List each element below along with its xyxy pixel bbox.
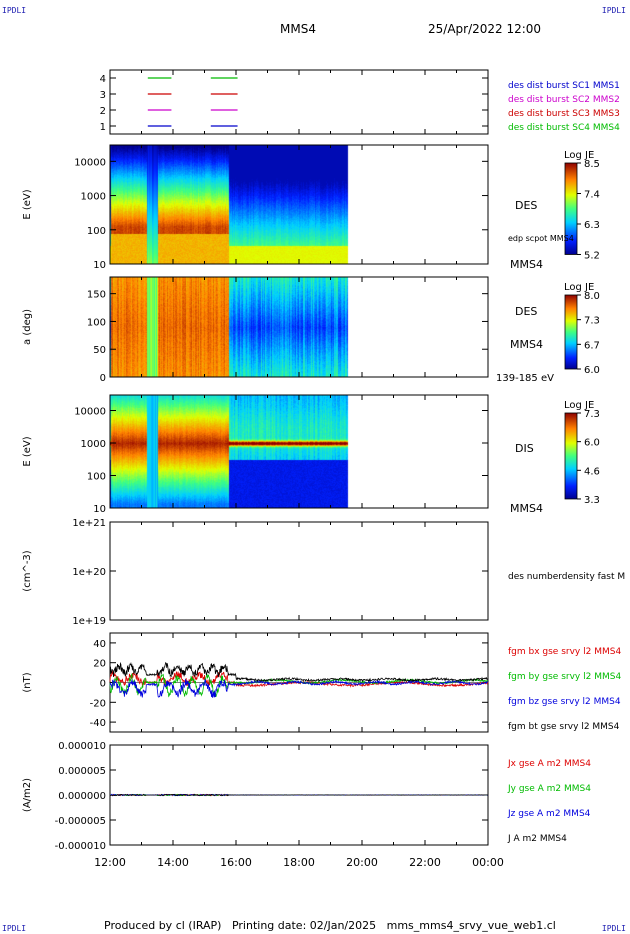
des-pitch-colorbar-title: Log JE bbox=[564, 282, 594, 293]
density-y-axis-label: (cm^-3) bbox=[22, 550, 33, 591]
burst-panel-y-tick-label: 1 bbox=[100, 122, 106, 133]
dis-energy-colorbar bbox=[564, 412, 578, 500]
current-panel-y-tick-label: -0.000005 bbox=[55, 816, 106, 827]
density-panel-frame bbox=[109, 521, 489, 621]
spacecraft-title: MMS4 bbox=[280, 22, 316, 36]
fgm-bx-series bbox=[109, 670, 489, 688]
des-energy-spectrogram bbox=[110, 145, 488, 264]
x-tick-label: 14:00 bbox=[157, 856, 189, 869]
x-tick-label: 22:00 bbox=[409, 856, 441, 869]
des-energy-y-axis-label: E (eV) bbox=[22, 189, 33, 219]
burst-panel-y-tick-label: 4 bbox=[100, 74, 106, 85]
dis-energy-panel-y-tick-label: 10000 bbox=[74, 407, 106, 418]
des-pitch-energy-range: 139-185 eV bbox=[496, 373, 554, 384]
des-pitch-panel-y-tick-label: 50 bbox=[93, 345, 106, 356]
density-legend-entry: des numberdensity fast M bbox=[508, 572, 625, 582]
dis-energy-panel-y-tick-label: 1000 bbox=[81, 439, 106, 450]
fgm-legend-entry: fgm bx gse srvy l2 MMS4 bbox=[508, 647, 621, 657]
des-pitch-colorbar-tick-label: 8.0 bbox=[584, 291, 600, 302]
des-pitch-colorbar-tick-label: 6.0 bbox=[584, 365, 600, 376]
burst-legend-entry: des dist burst SC2 MMS2 bbox=[508, 95, 620, 105]
current-panel-y-tick-label: -0.000010 bbox=[55, 841, 106, 852]
dis-energy-sc-label: MMS4 bbox=[510, 502, 543, 515]
dis-energy-colorbar-tick-label: 6.0 bbox=[584, 438, 600, 449]
des-energy-sc-label: MMS4 bbox=[510, 258, 543, 271]
density-panel-y-tick-label: 1e+20 bbox=[72, 567, 106, 578]
des-energy-sublabel: edp scpot MMS4 bbox=[508, 234, 574, 243]
x-tick-label: 12:00 bbox=[94, 856, 126, 869]
current-j-series bbox=[109, 793, 489, 797]
x-tick-label: 20:00 bbox=[346, 856, 378, 869]
current-panel-y-tick-label: 0.000010 bbox=[58, 741, 106, 752]
des-energy-colorbar bbox=[564, 162, 578, 255]
dis-energy-panel-y-tick-label: 100 bbox=[87, 472, 106, 483]
des-pitch-y-axis-label: a (deg) bbox=[22, 309, 33, 345]
current-panel-y-tick-label: 0.000005 bbox=[58, 766, 106, 777]
dis-energy-colorbar-title: Log JE bbox=[564, 400, 594, 411]
fgm-panel-y-tick-label: 0 bbox=[100, 679, 106, 690]
fgm-bz-series bbox=[109, 679, 489, 698]
des-energy-colorbar-tick-label: 7.4 bbox=[584, 189, 600, 200]
fgm-legend-entry: fgm bz gse srvy l2 MMS4 bbox=[508, 697, 621, 707]
des-energy-colorbar-tick-label: 8.5 bbox=[584, 159, 600, 170]
current-legend-entry: Jx gse A m2 MMS4 bbox=[507, 759, 591, 769]
des-energy-colorbar-tick-label: 5.2 bbox=[584, 250, 600, 261]
corner-mark-bottom-left: IPDLI bbox=[2, 924, 27, 933]
des-pitch-panel-y-tick-label: 100 bbox=[87, 317, 106, 328]
burst-legend-entry: des dist burst SC1 MMS1 bbox=[508, 81, 620, 91]
fgm-panel-y-tick-label: 20 bbox=[93, 659, 106, 670]
footer-text: Produced by cl (IRAP) Printing date: 02/… bbox=[104, 919, 556, 932]
x-tick-label: 00:00 bbox=[472, 856, 504, 869]
fgm-legend-entry: fgm bt gse srvy l2 MMS4 bbox=[508, 722, 620, 732]
burst-panel-frame bbox=[109, 69, 489, 135]
fgm-panel-y-tick-label: -40 bbox=[90, 718, 106, 729]
dis-energy-colorbar-tick-label: 3.3 bbox=[584, 495, 600, 506]
burst-legend-entry: des dist burst SC3 MMS3 bbox=[508, 109, 620, 119]
datetime-title: 25/Apr/2022 12:00 bbox=[428, 22, 542, 36]
corner-mark-bottom-right: IPDLI bbox=[601, 924, 626, 933]
fgm-legend-entry: fgm by gse srvy l2 MMS4 bbox=[508, 672, 621, 682]
corner-mark-top-right: IPDLI bbox=[601, 6, 626, 15]
x-tick-label: 16:00 bbox=[220, 856, 252, 869]
dis-energy-panel-y-tick-label: 10 bbox=[93, 504, 106, 515]
des-energy-panel-y-tick-label: 10000 bbox=[74, 157, 106, 168]
des-pitch-panel-y-tick-label: 0 bbox=[100, 373, 106, 384]
des-pitch-spectrogram bbox=[110, 277, 488, 377]
corner-mark-top-left: IPDLI bbox=[2, 6, 27, 15]
density-panel-y-tick-label: 1e+21 bbox=[72, 518, 106, 529]
burst-panel-y-tick-label: 2 bbox=[100, 106, 106, 117]
current-panel-y-tick-label: 0.000000 bbox=[58, 791, 106, 802]
dis-energy-colorbar-tick-label: 7.3 bbox=[584, 409, 600, 420]
fgm-panel-y-tick-label: 40 bbox=[93, 639, 106, 650]
fgm-panel-y-tick-label: -20 bbox=[90, 698, 106, 709]
fgm-bt-series bbox=[109, 661, 489, 683]
des-energy-panel-y-tick-label: 100 bbox=[87, 226, 106, 237]
des-energy-colorbar-tick-label: 6.3 bbox=[584, 220, 600, 231]
des-pitch-sc-label: MMS4 bbox=[510, 338, 543, 351]
des-energy-panel-y-tick-label: 10 bbox=[93, 260, 106, 271]
dis-energy-label: DIS bbox=[515, 442, 534, 455]
des-energy-colorbar-title: Log JE bbox=[564, 150, 594, 161]
des-pitch-panel-y-tick-label: 150 bbox=[87, 290, 106, 301]
des-pitch-colorbar bbox=[564, 294, 578, 370]
dis-energy-y-axis-label: E (eV) bbox=[22, 436, 33, 466]
current-legend-entry: Jz gse A m2 MMS4 bbox=[507, 809, 591, 819]
dis-energy-spectrogram bbox=[110, 395, 488, 508]
current-y-axis-label: (A/m2) bbox=[22, 778, 33, 812]
current-legend-entry: J A m2 MMS4 bbox=[507, 834, 567, 844]
burst-panel-y-tick-label: 3 bbox=[100, 90, 106, 101]
burst-legend-entry: des dist burst SC4 MMS4 bbox=[508, 123, 620, 133]
dis-energy-colorbar-tick-label: 4.6 bbox=[584, 466, 600, 477]
x-tick-label: 18:00 bbox=[283, 856, 315, 869]
des-energy-label: DES bbox=[515, 199, 537, 212]
fgm-y-axis-label: (nT) bbox=[22, 672, 33, 692]
current-legend-entry: Jy gse A m2 MMS4 bbox=[507, 784, 591, 794]
des-pitch-colorbar-tick-label: 6.7 bbox=[584, 340, 600, 351]
des-energy-panel-y-tick-label: 1000 bbox=[81, 192, 106, 203]
des-pitch-label: DES bbox=[515, 305, 537, 318]
density-panel-y-tick-label: 1e+19 bbox=[72, 616, 106, 627]
des-pitch-colorbar-tick-label: 7.3 bbox=[584, 316, 600, 327]
